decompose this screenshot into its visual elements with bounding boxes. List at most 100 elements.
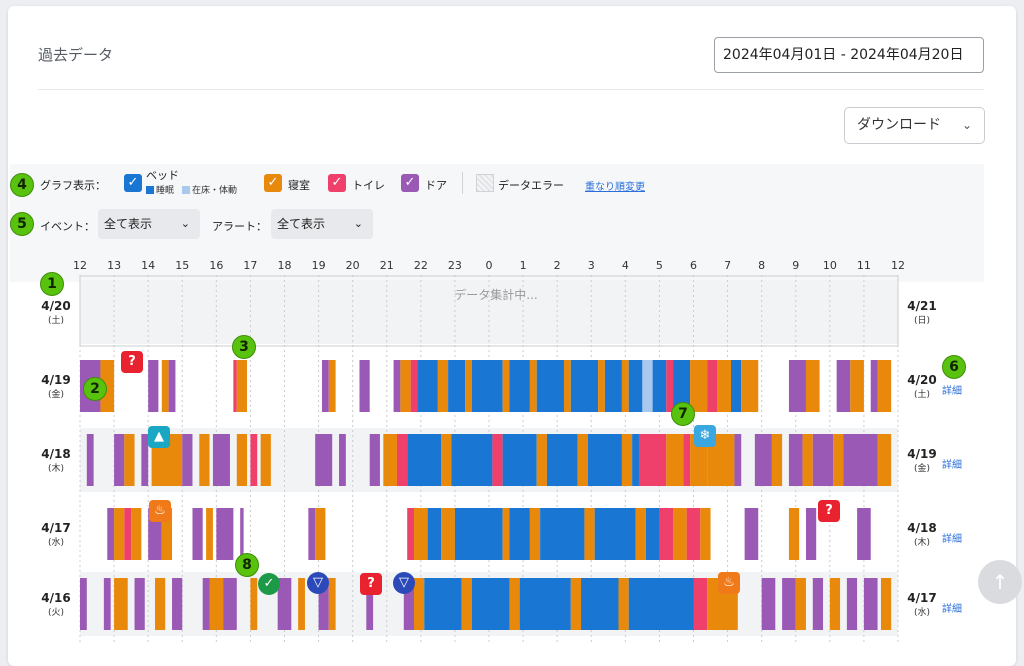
alert-filter-select[interactable]: 全て表示 ⌄ bbox=[271, 209, 373, 239]
hour-tick-label: 17 bbox=[243, 259, 257, 272]
scroll-to-top-button[interactable]: ↑ bbox=[978, 560, 1022, 604]
activity-segment-door bbox=[339, 434, 346, 486]
activity-segment-door bbox=[141, 434, 149, 486]
activity-segment-sleep bbox=[451, 434, 493, 486]
activity-segment-sleep bbox=[540, 508, 585, 560]
activity-segment-door bbox=[812, 434, 834, 486]
activity-segment-bedroom bbox=[461, 578, 472, 630]
hour-tick-label: 7 bbox=[724, 259, 731, 272]
flashlight-icon[interactable]: ▽ bbox=[307, 572, 329, 594]
humidity-alert-icon[interactable]: ▲ bbox=[148, 426, 170, 448]
page-title: 過去データ bbox=[38, 46, 114, 64]
bed-sleep-legend: 睡眠 bbox=[146, 183, 174, 196]
activity-segment-bedroom bbox=[570, 578, 582, 630]
activity-segment-bedroom bbox=[114, 578, 128, 630]
activity-segment-door bbox=[846, 578, 858, 630]
activity-segment-door bbox=[393, 360, 401, 412]
activity-segment-door bbox=[812, 578, 824, 630]
unknown-person-alert-icon[interactable]: ? bbox=[121, 351, 143, 373]
hour-tick-label: 5 bbox=[656, 259, 663, 272]
row-weekday-label: (水) bbox=[48, 536, 64, 548]
hour-tick-label: 14 bbox=[141, 259, 155, 272]
activity-segment-bedroom bbox=[154, 578, 166, 630]
hour-tick-label: 16 bbox=[209, 259, 223, 272]
hour-tick-label: 15 bbox=[175, 259, 189, 272]
row-next-weekday-label: (金) bbox=[914, 462, 930, 474]
legend-separator bbox=[462, 172, 463, 194]
activity-segment-bedroom bbox=[328, 578, 336, 630]
activity-segment-bedroom bbox=[400, 360, 411, 412]
annotation-marker-4: 4 bbox=[10, 173, 34, 197]
activity-segment-toilet bbox=[124, 508, 132, 560]
detail-link[interactable]: 詳細 bbox=[942, 458, 962, 471]
activity-segment-bedroom bbox=[328, 360, 336, 412]
download-button[interactable]: ダウンロード ⌄ bbox=[844, 107, 985, 144]
activity-segment-door bbox=[761, 578, 776, 630]
activity-segment-door bbox=[403, 578, 415, 630]
hour-tick-label: 13 bbox=[107, 259, 121, 272]
activity-segment-sleep bbox=[673, 360, 691, 412]
activity-segment-bedroom bbox=[598, 360, 605, 412]
unknown-person-alert-icon[interactable]: ? bbox=[818, 500, 840, 522]
activity-segment-bedroom bbox=[465, 360, 472, 412]
row-next-date-label: 4/20 bbox=[907, 373, 936, 387]
hot-temperature-icon[interactable]: ♨ bbox=[718, 572, 740, 594]
data-error-swatch bbox=[476, 174, 494, 192]
activity-chart: 12 13 14 15 16 17 18 19 20 21 22 23 0 1 2 3 4 5 6 7 8 9 10 11 12… bbox=[41, 259, 962, 645]
activity-segment-toilet bbox=[666, 360, 674, 412]
row-weekday-label: (木) bbox=[48, 462, 64, 474]
event-filter-select[interactable]: 全て表示 ⌄ bbox=[98, 209, 200, 239]
activity-segment-bedroom bbox=[161, 360, 169, 412]
bed-in-legend: 在床・体動 bbox=[182, 183, 237, 196]
activity-segment-bedroom bbox=[437, 360, 449, 412]
activity-segment-toilet bbox=[686, 508, 701, 560]
detail-link[interactable]: 詳細 bbox=[942, 384, 962, 397]
activity-segment-door bbox=[212, 434, 230, 486]
activity-segment-door bbox=[277, 578, 292, 630]
activity-segment-door bbox=[172, 578, 183, 630]
activity-segment-bedroom bbox=[502, 360, 510, 412]
alert-filter-value: 全て表示 bbox=[277, 217, 326, 231]
chevron-down-icon: ⌄ bbox=[353, 217, 363, 230]
activity-segment-bedroom bbox=[621, 434, 633, 486]
activity-segment-door bbox=[202, 578, 210, 630]
toilet-checkbox[interactable]: ✓ bbox=[328, 174, 346, 192]
unknown-person-alert-icon[interactable]: ? bbox=[360, 573, 382, 595]
toilet-label: トイレ bbox=[352, 179, 385, 192]
activity-segment-bedroom bbox=[131, 508, 142, 560]
activity-segment-toilet bbox=[407, 508, 415, 560]
hour-tick-label: 11 bbox=[857, 259, 871, 272]
detail-link[interactable]: 詳細 bbox=[942, 532, 962, 545]
activity-segment-bedroom bbox=[577, 434, 588, 486]
activity-segment-bedroom bbox=[833, 434, 844, 486]
event-filter-label: イベント： bbox=[40, 220, 95, 233]
activity-segment-bedroom bbox=[502, 508, 510, 560]
cleaning-icon[interactable]: ✓ bbox=[258, 573, 280, 595]
activity-segment-bedroom bbox=[206, 508, 213, 560]
hour-tick-label: 18 bbox=[278, 259, 292, 272]
activity-segment-sleep bbox=[587, 434, 622, 486]
date-range-input[interactable]: 2024年04月01日 - 2024年04月20日 bbox=[714, 37, 984, 73]
hour-tick-label: 3 bbox=[588, 259, 595, 272]
bedroom-checkbox[interactable]: ✓ bbox=[264, 174, 282, 192]
flashlight-icon[interactable]: ▽ bbox=[393, 572, 415, 594]
detail-link[interactable]: 詳細 bbox=[942, 602, 962, 615]
door-checkbox[interactable]: ✓ bbox=[401, 174, 419, 192]
activity-segment-bedroom bbox=[877, 360, 892, 412]
activity-segment-in_bed bbox=[642, 360, 653, 412]
activity-segment-bedroom bbox=[877, 434, 892, 486]
event-filter-value: 全て表示 bbox=[104, 217, 153, 231]
reorder-link[interactable]: 重なり順変更 bbox=[585, 182, 645, 193]
activity-segment-sleep bbox=[424, 578, 462, 630]
cold-temperature-icon[interactable]: ❄ bbox=[694, 425, 716, 447]
activity-segment-toilet bbox=[707, 360, 718, 412]
activity-segment-toilet bbox=[492, 434, 503, 486]
activity-segment-bedroom bbox=[690, 360, 708, 412]
bed-checkbox[interactable]: ✓ bbox=[124, 174, 142, 192]
download-label: ダウンロード bbox=[857, 117, 941, 133]
activity-segment-sleep bbox=[519, 578, 571, 630]
bed-sleep-label: 睡眠 bbox=[156, 186, 175, 196]
activity-segment-bedroom bbox=[209, 578, 224, 630]
hot-temperature-icon[interactable]: ♨ bbox=[149, 500, 171, 522]
activity-segment-toilet bbox=[233, 360, 237, 412]
